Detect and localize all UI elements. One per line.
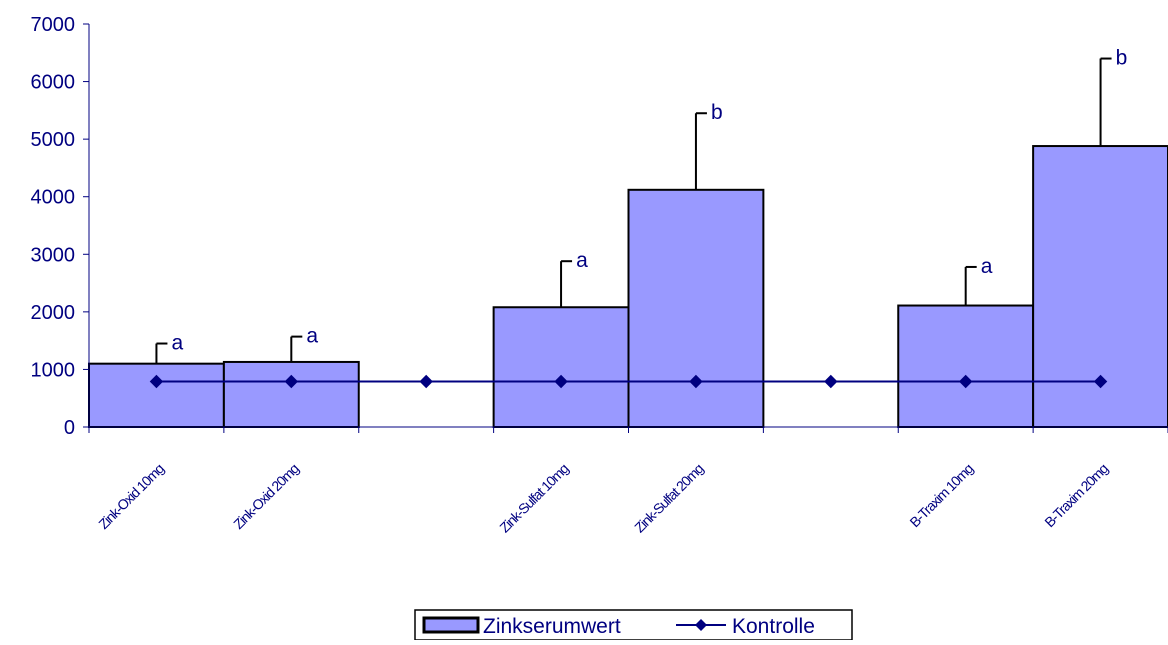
y-tick-label: 2000 bbox=[31, 302, 76, 324]
significance-label: b bbox=[711, 101, 723, 124]
y-tick-label: 0 bbox=[64, 417, 75, 439]
bar bbox=[494, 307, 629, 427]
control-marker bbox=[825, 376, 837, 388]
y-tick-label: 1000 bbox=[31, 359, 76, 381]
y-tick-label: 4000 bbox=[31, 187, 76, 209]
legend-swatch-bar bbox=[424, 618, 478, 632]
x-tick-label: B-Traxim 20mg bbox=[1041, 461, 1111, 531]
bar bbox=[898, 306, 1033, 427]
significance-label: a bbox=[171, 332, 183, 355]
y-tick-label: 6000 bbox=[31, 72, 76, 94]
significance-label: a bbox=[576, 249, 588, 272]
control-marker bbox=[420, 376, 432, 388]
x-tick-label: B-Traxim 10mg bbox=[906, 461, 976, 531]
bar-series-group bbox=[89, 146, 1168, 427]
x-tick-label: Zink-Oxid 10mg bbox=[95, 461, 166, 532]
axes-group: 0 1000 2000 3000 4000 5000 6000 7000 Zink-Oxid 1… bbox=[31, 14, 1168, 536]
x-tick-label: Zink-Oxid 20mg bbox=[230, 461, 301, 532]
legend: Zinkserumwert Kontrolle bbox=[415, 610, 852, 640]
y-tick-label: 5000 bbox=[31, 129, 76, 151]
x-tick-label: Zink-Sulfat 10mg bbox=[496, 461, 571, 536]
legend-label: Kontrolle bbox=[732, 615, 815, 638]
significance-label: b bbox=[1116, 47, 1128, 70]
x-tick-label: Zink-Sulfat 20mg bbox=[631, 461, 706, 536]
legend-label: Zinkserumwert bbox=[483, 615, 621, 638]
bar bbox=[224, 362, 359, 427]
bar bbox=[89, 364, 224, 427]
y-tick-label: 3000 bbox=[31, 244, 76, 266]
significance-label: a bbox=[306, 325, 318, 348]
significance-label: a bbox=[981, 255, 993, 278]
y-tick-label: 7000 bbox=[31, 14, 76, 36]
bar bbox=[629, 190, 764, 427]
